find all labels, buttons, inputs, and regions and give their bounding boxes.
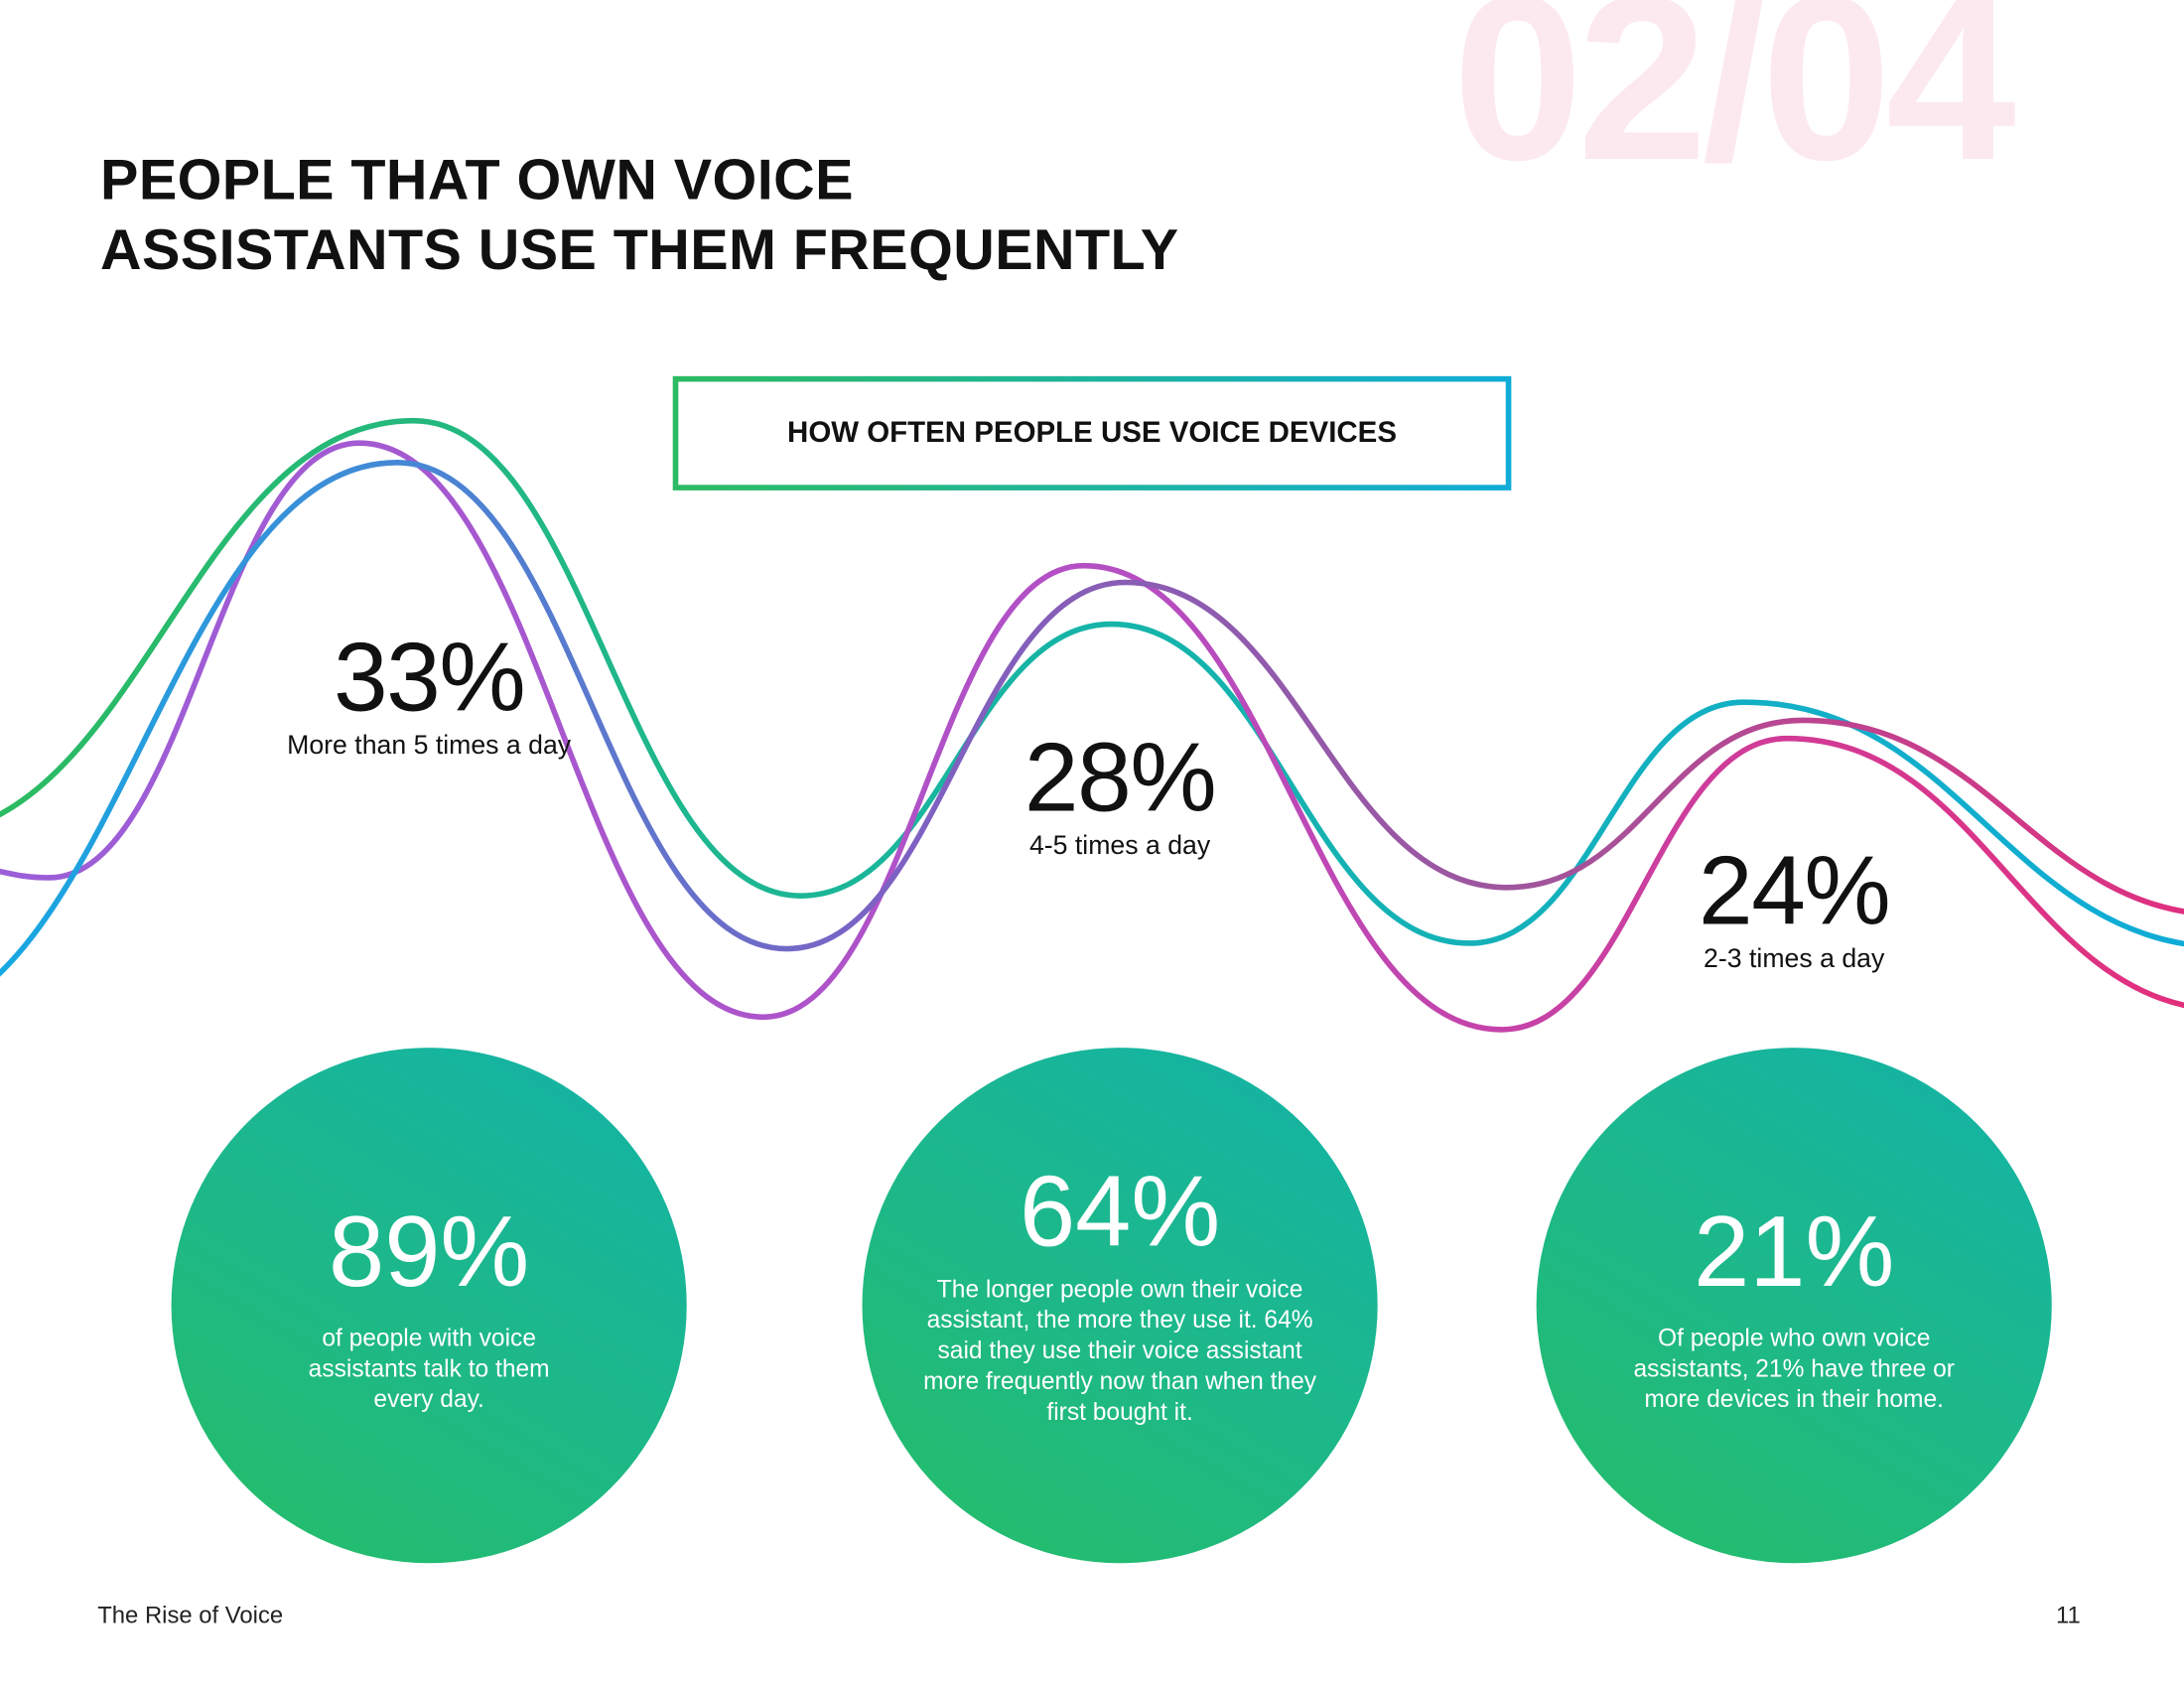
stat-circle-devices: 21% Of people who own voice assistants, … (1536, 1048, 2052, 1564)
stat-label: 2-3 times a day (1704, 944, 1885, 974)
stat-value: 33% (333, 623, 526, 732)
page-title: PEOPLE THAT OWN VOICE ASSISTANTS USE THE… (100, 145, 1179, 284)
circle-value: 89% (329, 1196, 530, 1309)
stat-4-5: 28% 4-5 times a day (911, 725, 1329, 864)
section-watermark: 02/04 (1452, 0, 2015, 210)
wave-line-purple-magenta (0, 440, 2184, 1033)
circle-text: The longer people own their voice assist… (923, 1274, 1317, 1426)
wave-line-blue-magenta (0, 460, 2184, 977)
stat-circle-daily: 89% of people with voice assistants talk… (171, 1048, 687, 1564)
stat-value: 28% (1024, 723, 1217, 832)
stat-more-than-5: 33% More than 5 times a day (220, 625, 638, 764)
circle-text: Of people who own voice assistants, 21% … (1633, 1323, 1955, 1413)
circle-value: 64% (1019, 1156, 1221, 1268)
stat-value: 24% (1698, 835, 1891, 945)
circle-value: 21% (1694, 1196, 1895, 1309)
circle-text: of people with voice assistants talk to … (308, 1323, 550, 1413)
chart-title: HOW OFTEN PEOPLE USE VOICE DEVICES (678, 381, 1506, 486)
footer-page-number: 11 (2055, 1602, 2081, 1629)
page-title-line-2: ASSISTANTS USE THEM FREQUENTLY (100, 216, 1179, 282)
footer-publication: The Rise of Voice (97, 1602, 284, 1629)
stat-label: 4-5 times a day (1028, 831, 1211, 862)
page-title-line-1: PEOPLE THAT OWN VOICE (100, 147, 854, 212)
stat-circle-frequency: 64% The longer people own their voice as… (862, 1048, 1378, 1564)
chart-title-box: HOW OFTEN PEOPLE USE VOICE DEVICES (672, 375, 1512, 491)
stat-2-3: 24% 2-3 times a day (1585, 837, 2003, 976)
stat-label: More than 5 times a day (287, 731, 572, 762)
wave-line-green-cyan (0, 417, 2184, 947)
